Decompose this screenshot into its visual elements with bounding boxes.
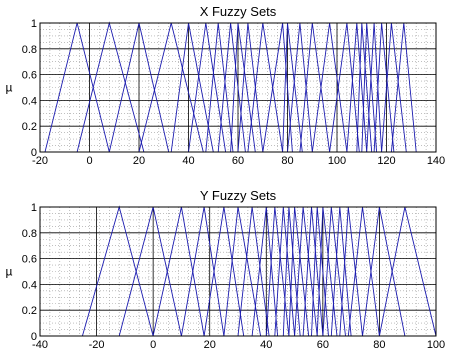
x-tick-label: -40: [32, 339, 48, 351]
x-tick-label: 100: [328, 155, 346, 167]
x-tick-label: -20: [89, 339, 105, 351]
y-tick-label: 0.2: [22, 305, 37, 317]
x-tick-label: 20: [133, 155, 145, 167]
y-tick-label: 0.6: [22, 254, 37, 266]
x-tick-label: 20: [204, 339, 216, 351]
y-axis-label: µ: [6, 265, 13, 279]
y-tick-label: 0.8: [22, 228, 37, 240]
y-axis-label: µ: [6, 81, 13, 95]
y-tick-label: 0: [31, 147, 37, 159]
y-tick-label: 0.2: [22, 121, 37, 133]
y-tick-label: 1: [31, 202, 37, 214]
x-tick-labels: -40 -20 0 20 40 60 80 100: [32, 339, 445, 351]
chart-title: Y Fuzzy Sets: [200, 188, 277, 203]
y-tick-label: 0.4: [22, 279, 37, 291]
x-tick-label: 60: [317, 339, 329, 351]
y-tick-label: 1: [31, 18, 37, 30]
x-fuzzy-sets-chart: -20 0 20 40 60 80 100 120 140 00.20.40.60.81 X F…: [6, 4, 446, 167]
x-tick-label: 60: [232, 155, 244, 167]
x-tick-label: 140: [427, 155, 445, 167]
y-tick-label: 0.6: [22, 70, 37, 82]
x-tick-label: 40: [182, 155, 194, 167]
x-tick-label: 100: [427, 339, 445, 351]
y-tick-labels: 0 0.2 0.4 0.6 0.8 1: [22, 202, 37, 343]
x-tick-label: 80: [281, 155, 293, 167]
x-tick-label: 0: [86, 155, 92, 167]
y-tick-label: 0: [31, 331, 37, 343]
x-tick-label: 0: [150, 339, 156, 351]
x-tick-label: 80: [373, 339, 385, 351]
y-tick-labels: 0 0.2 0.4 0.6 0.8 1: [22, 18, 37, 159]
y-tick-label: 0.8: [22, 44, 37, 56]
axes-frame: [39, 206, 437, 337]
x-tick-label: 120: [377, 155, 395, 167]
x-tick-label: -20: [32, 155, 48, 167]
x-tick-label: 40: [260, 339, 272, 351]
y-fuzzy-sets-chart: -40 -20 0 20 40 60 80 100 0 0.2 0.4 0.6 0.8 1 Y Fuzz…: [6, 188, 446, 351]
y-tick-label: 0.4: [22, 95, 37, 107]
axes-frame: [39, 22, 437, 153]
chart-title: X Fuzzy Sets: [200, 4, 277, 19]
x-tick-labels: -20 0 20 40 60 80 100 120 140: [32, 155, 445, 167]
